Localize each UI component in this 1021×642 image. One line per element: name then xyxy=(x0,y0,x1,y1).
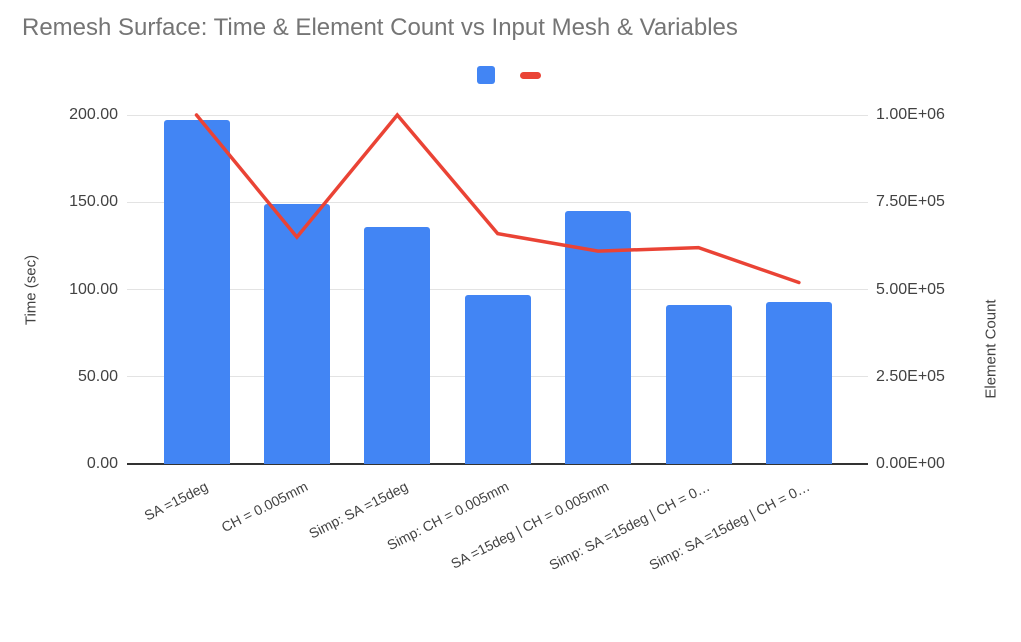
left-axis-tick: 0.00 xyxy=(86,455,118,472)
chart-title: Remesh Surface: Time & Element Count vs … xyxy=(22,14,738,41)
time-bar-6 xyxy=(665,305,732,464)
time-bar-1 xyxy=(163,120,230,464)
right-axis-tick: 7.50E+05 xyxy=(876,193,945,211)
time-bar-2 xyxy=(263,203,330,464)
time-bar-7 xyxy=(765,301,832,464)
left-axis-tick: 50.00 xyxy=(77,367,118,385)
time-bar-5 xyxy=(565,210,632,464)
left-axis-tick: 200.00 xyxy=(69,106,118,123)
time-bar-3 xyxy=(364,226,431,464)
plot-area: 200.00 1.00E+06 150.00 7.50E+05 100.00 5.00E+… xyxy=(69,106,945,573)
gridline xyxy=(127,201,868,203)
right-axis-tick: 5.00E+05 xyxy=(876,280,945,298)
legend xyxy=(477,66,541,84)
right-axis-tick: 2.50E+05 xyxy=(876,367,945,385)
right-axis-tick: 1.00E+06 xyxy=(876,106,945,123)
left-axis-tick: 100.00 xyxy=(69,280,118,298)
gridline xyxy=(127,114,868,116)
time-bar-4 xyxy=(464,294,531,464)
gridline xyxy=(127,289,868,290)
legend-element-count-series-swatch xyxy=(520,71,541,79)
legend-time-series-swatch xyxy=(477,66,495,84)
left-axis-tick: 150.00 xyxy=(69,193,118,211)
x-axis-line xyxy=(127,463,868,465)
right-axis-tick: 0.00E+00 xyxy=(876,455,945,472)
